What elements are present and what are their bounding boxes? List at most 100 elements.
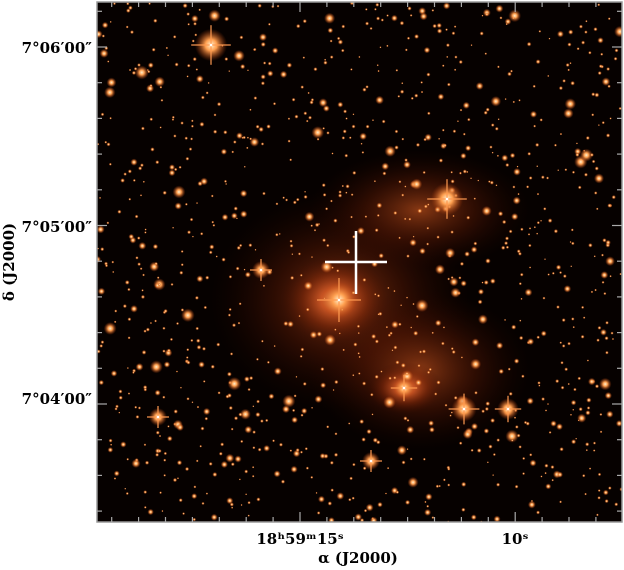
- star: [536, 221, 540, 225]
- star: [198, 361, 205, 368]
- star: [560, 360, 564, 365]
- star: [593, 255, 596, 258]
- star: [158, 434, 162, 438]
- star: [548, 37, 551, 40]
- star: [450, 347, 454, 351]
- star: [405, 371, 409, 376]
- star: [201, 346, 207, 351]
- star: [322, 104, 330, 112]
- star: [462, 101, 470, 110]
- star: [273, 367, 282, 376]
- star: [113, 477, 117, 480]
- star: [262, 284, 266, 288]
- star: [282, 394, 296, 408]
- star: [186, 63, 191, 68]
- star: [600, 253, 605, 257]
- star: [221, 213, 229, 221]
- star: [571, 317, 575, 321]
- star: [305, 307, 310, 312]
- star: [170, 282, 174, 287]
- star: [201, 501, 205, 506]
- star: [520, 227, 524, 232]
- star: [212, 471, 218, 478]
- star: [118, 389, 123, 394]
- star: [364, 215, 368, 219]
- star: [547, 273, 550, 276]
- star: [260, 419, 264, 423]
- star: [302, 19, 307, 24]
- star: [203, 407, 211, 416]
- star: [473, 241, 478, 246]
- star: [163, 308, 168, 314]
- star: [327, 501, 333, 506]
- x-axis-label: α (J2000): [318, 549, 398, 567]
- star: [568, 29, 574, 35]
- star: [125, 8, 131, 13]
- star: [124, 280, 130, 285]
- star: [224, 16, 230, 22]
- star: [225, 394, 230, 399]
- star: [272, 102, 277, 106]
- star: [329, 460, 334, 465]
- star: [175, 370, 179, 373]
- star: [517, 192, 520, 196]
- star: [180, 308, 185, 312]
- star: [213, 113, 217, 117]
- star: [384, 492, 388, 495]
- star: [376, 202, 383, 209]
- star: [310, 224, 314, 228]
- star: [289, 158, 293, 162]
- star: [357, 352, 360, 355]
- star: [434, 319, 442, 327]
- star: [600, 271, 609, 279]
- star: [540, 175, 545, 180]
- star: [358, 55, 361, 59]
- star: [292, 449, 301, 458]
- star: [316, 511, 321, 515]
- star: [397, 94, 401, 98]
- star: [555, 264, 562, 271]
- star: [203, 305, 208, 310]
- star: [582, 316, 586, 319]
- star: [195, 202, 199, 205]
- star: [352, 462, 356, 467]
- star: [154, 319, 158, 323]
- star-core: [506, 407, 510, 411]
- star: [204, 416, 209, 421]
- star: [536, 232, 539, 235]
- star: [322, 238, 327, 243]
- star-core: [369, 459, 373, 463]
- star: [212, 223, 216, 227]
- star: [216, 342, 221, 347]
- star: [322, 126, 326, 130]
- star: [142, 273, 145, 277]
- star: [571, 241, 575, 246]
- star: [259, 33, 268, 42]
- star: [450, 179, 455, 184]
- star: [191, 14, 199, 23]
- star: [572, 408, 575, 411]
- star: [591, 113, 595, 117]
- star: [247, 387, 251, 392]
- star: [503, 241, 509, 246]
- star: [276, 4, 280, 8]
- star: [175, 321, 180, 326]
- star: [384, 145, 396, 157]
- star: [361, 437, 366, 442]
- star: [144, 231, 147, 234]
- star: [265, 418, 269, 423]
- star: [440, 341, 445, 346]
- star: [451, 31, 456, 36]
- y-axis-label: δ (J2000): [0, 223, 18, 301]
- star: [363, 508, 368, 513]
- star: [556, 471, 563, 478]
- star: [365, 503, 374, 512]
- star: [148, 2, 151, 6]
- star: [608, 486, 612, 490]
- star: [310, 406, 314, 409]
- star: [398, 322, 402, 327]
- star: [184, 136, 189, 141]
- star: [401, 460, 406, 465]
- star: [553, 229, 559, 234]
- star: [403, 416, 408, 421]
